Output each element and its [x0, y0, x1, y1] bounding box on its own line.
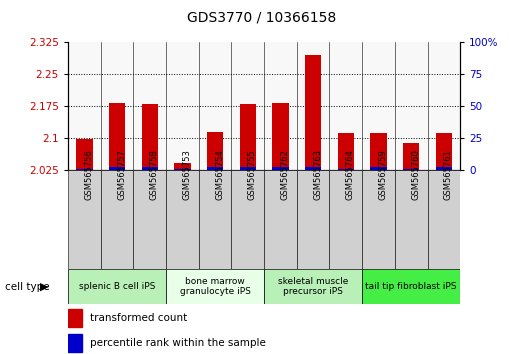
Text: GSM565763: GSM565763: [313, 149, 322, 200]
Bar: [207, 167, 223, 170]
Text: GSM565761: GSM565761: [444, 149, 453, 200]
Bar: [142, 167, 158, 170]
Text: skeletal muscle
precursor iPS: skeletal muscle precursor iPS: [278, 277, 348, 296]
Bar: [264, 269, 362, 304]
Bar: [142, 104, 158, 170]
Bar: [403, 143, 419, 170]
Bar: [297, 170, 329, 269]
Bar: [109, 103, 125, 170]
Text: bone marrow
granulocyte iPS: bone marrow granulocyte iPS: [179, 277, 251, 296]
Text: GSM565762: GSM565762: [280, 149, 289, 200]
Bar: [166, 269, 264, 304]
Text: GSM565753: GSM565753: [183, 149, 191, 200]
Bar: [231, 170, 264, 269]
Bar: [240, 104, 256, 170]
Bar: [76, 169, 93, 170]
Text: transformed count: transformed count: [89, 313, 187, 323]
Bar: [338, 133, 354, 170]
Bar: [362, 269, 460, 304]
Bar: [436, 133, 452, 170]
Text: GDS3770 / 10366158: GDS3770 / 10366158: [187, 11, 336, 25]
Text: GSM565759: GSM565759: [379, 149, 388, 200]
Bar: [329, 170, 362, 269]
Bar: [272, 103, 289, 170]
Text: GSM565757: GSM565757: [117, 149, 126, 200]
Text: GSM565754: GSM565754: [215, 149, 224, 200]
Bar: [174, 169, 190, 170]
Bar: [338, 169, 354, 170]
Text: GSM565760: GSM565760: [411, 149, 420, 200]
Text: GSM565764: GSM565764: [346, 149, 355, 200]
Bar: [174, 163, 190, 170]
Bar: [166, 170, 199, 269]
Bar: [370, 133, 386, 170]
Text: splenic B cell iPS: splenic B cell iPS: [79, 282, 155, 291]
Bar: [264, 170, 297, 269]
Text: GSM565756: GSM565756: [84, 149, 93, 200]
Bar: [428, 170, 460, 269]
Bar: [133, 170, 166, 269]
Bar: [305, 55, 321, 170]
Text: tail tip fibroblast iPS: tail tip fibroblast iPS: [366, 282, 457, 291]
Bar: [305, 167, 321, 170]
Bar: [362, 170, 395, 269]
Text: percentile rank within the sample: percentile rank within the sample: [89, 338, 266, 348]
Bar: [403, 169, 419, 170]
Bar: [68, 170, 100, 269]
Bar: [436, 167, 452, 170]
Bar: [76, 139, 93, 170]
Bar: [109, 167, 125, 170]
Bar: [68, 309, 82, 327]
Bar: [240, 167, 256, 170]
Bar: [272, 167, 289, 170]
Bar: [370, 167, 386, 170]
Bar: [68, 334, 82, 352]
Bar: [100, 170, 133, 269]
Bar: [207, 132, 223, 170]
Text: GSM565758: GSM565758: [150, 149, 158, 200]
Text: cell type: cell type: [5, 282, 50, 292]
Text: ▶: ▶: [40, 282, 49, 292]
Text: GSM565755: GSM565755: [248, 149, 257, 200]
Bar: [199, 170, 231, 269]
Bar: [395, 170, 428, 269]
Bar: [68, 269, 166, 304]
